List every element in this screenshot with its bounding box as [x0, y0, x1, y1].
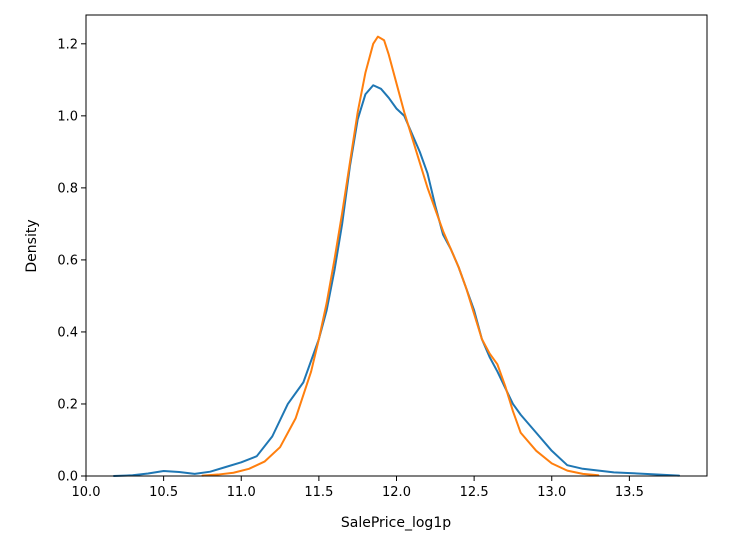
y-tick-label: 0.6: [57, 253, 78, 268]
x-tick-label: 11.5: [304, 485, 333, 500]
y-tick-label: 1.0: [57, 109, 78, 124]
y-tick-label: 0.0: [57, 470, 78, 485]
series-layer: [112, 35, 681, 477]
y-axis-ticks: 0.0 0.2 0.4 0.6 0.8 1.0 1.2: [57, 37, 86, 485]
x-tick-label: 11.0: [227, 485, 256, 500]
density-line-1: [112, 84, 681, 477]
x-tick-label: 12.5: [460, 485, 489, 500]
y-tick-label: 1.2: [57, 37, 78, 52]
x-tick-label: 10.5: [149, 485, 178, 500]
x-tick-label: 13.5: [615, 485, 644, 500]
x-axis-label: SalePrice_log1p: [341, 515, 451, 531]
y-tick-label: 0.2: [57, 397, 78, 412]
y-tick-label: 0.4: [57, 325, 78, 340]
x-axis-ticks: 10.0 10.5 11.0 11.5 12.0 12.5 13.0 13.5: [72, 476, 644, 500]
x-tick-label: 12.0: [382, 485, 411, 500]
density-line-2: [201, 35, 600, 477]
y-tick-label: 0.8: [57, 181, 78, 196]
x-tick-label: 10.0: [72, 485, 101, 500]
y-axis-label: Density: [24, 219, 40, 272]
x-tick-label: 13.0: [537, 485, 566, 500]
